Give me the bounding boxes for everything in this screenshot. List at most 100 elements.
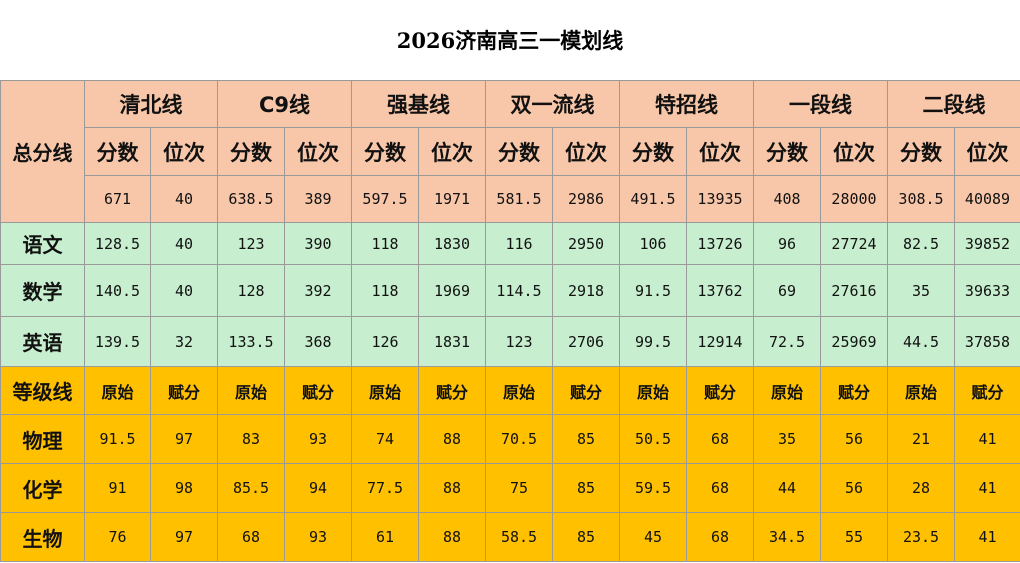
raw-header: 原始 [619,366,687,415]
rank-header: 位次 [820,127,888,176]
subject-cell: 72.5 [753,316,821,367]
level-subject-label: 化学 [0,463,85,513]
level-cell: 85 [552,414,620,464]
subject-cell: 128 [217,264,285,317]
subject-cell: 13762 [686,264,754,317]
sub-header-row: 分数 位次 分数 位次 分数 位次 分数 位次 分数 位次 分数 位次 分数 位次 [1,127,1020,176]
subject-cell: 126 [351,316,419,367]
rank-header: 位次 [954,127,1020,176]
subject-cell: 123 [485,316,553,367]
assigned-header: 赋分 [284,366,352,415]
subject-cell: 1969 [418,264,486,317]
subject-row: 语文 128.5 40 123 390 118 1830 116 2950 106 13726 96 2… [0,222,1020,265]
score-header: 分数 [351,127,419,176]
subject-cell: 140.5 [84,264,151,317]
score-header: 分数 [84,127,151,176]
subject-cell: 1831 [418,316,486,367]
level-cell: 91 [84,463,151,513]
level-row: 化学 91 98 85.5 94 77.5 88 75 85 59.5 68 44 56 28 41 [0,463,1020,513]
level-label: 等级线 [0,366,85,415]
level-cell: 56 [820,463,888,513]
level-cell: 23.5 [887,512,955,562]
level-cell: 59.5 [619,463,687,513]
assigned-header: 赋分 [954,366,1020,415]
subject-cell: 2918 [552,264,620,317]
subject-cell: 37858 [954,316,1020,367]
level-cell: 88 [418,512,486,562]
level-cell: 88 [418,463,486,513]
score-header: 分数 [753,127,821,176]
level-cell: 93 [284,414,352,464]
rank-header: 位次 [284,127,352,176]
level-cell: 75 [485,463,553,513]
group-header: C9线 [217,80,352,128]
score-header: 分数 [485,127,553,176]
group-header: 二段线 [887,80,1020,128]
level-cell: 45 [619,512,687,562]
group-header: 一段线 [753,80,888,128]
subject-cell: 69 [753,264,821,317]
subject-cell: 1830 [418,222,486,265]
subject-cell: 133.5 [217,316,285,367]
level-row: 生物 76 97 68 93 61 88 58.5 85 45 68 34.5 55 23.5 41 [0,512,1020,562]
total-row: 671 40 638.5 389 597.5 1971 581.5 2986 491.5 1393… [1,175,1020,223]
group-header: 特招线 [619,80,754,128]
total-cell: 638.5 [217,175,285,223]
level-cell: 68 [686,414,754,464]
subject-label: 语文 [0,222,85,265]
subject-cell: 106 [619,222,687,265]
page-title: 2026济南高三一模划线 [0,0,1020,81]
assigned-header: 赋分 [150,366,218,415]
total-cell: 40 [150,175,218,223]
subject-cell: 40 [150,222,218,265]
subject-cell: 118 [351,264,419,317]
level-cell: 41 [954,463,1020,513]
assigned-header: 赋分 [820,366,888,415]
subject-cell: 123 [217,222,285,265]
group-header-row: 总分线 清北线 C9线 强基线 双一流线 特招线 一段线 二段线 [0,80,1020,223]
subject-cell: 39852 [954,222,1020,265]
level-cell: 97 [150,414,218,464]
total-cell: 597.5 [351,175,419,223]
level-cell: 70.5 [485,414,553,464]
total-cell: 1971 [418,175,486,223]
level-cell: 88 [418,414,486,464]
raw-header: 原始 [217,366,285,415]
subject-cell: 32 [150,316,218,367]
total-cell: 13935 [686,175,754,223]
score-header: 分数 [217,127,285,176]
level-cell: 61 [351,512,419,562]
level-cell: 34.5 [753,512,821,562]
subject-cell: 27616 [820,264,888,317]
subject-cell: 368 [284,316,352,367]
level-cell: 55 [820,512,888,562]
total-cell: 581.5 [485,175,553,223]
total-cell: 408 [753,175,821,223]
score-header: 分数 [887,127,955,176]
total-cell: 28000 [820,175,888,223]
rank-header: 位次 [418,127,486,176]
subject-cell: 99.5 [619,316,687,367]
subject-cell: 2706 [552,316,620,367]
total-score-label: 总分线 [0,80,85,223]
total-cell: 389 [284,175,352,223]
level-cell: 68 [217,512,285,562]
subject-cell: 27724 [820,222,888,265]
level-cell: 83 [217,414,285,464]
level-cell: 85 [552,463,620,513]
subject-cell: 35 [887,264,955,317]
level-row: 物理 91.5 97 83 93 74 88 70.5 85 50.5 68 35 56 21 41 [0,414,1020,464]
subject-cell: 91.5 [619,264,687,317]
raw-header: 原始 [753,366,821,415]
subject-row: 数学 140.5 40 128 392 118 1969 114.5 2918 91.5 13762… [0,264,1020,317]
level-cell: 76 [84,512,151,562]
level-cell: 35 [753,414,821,464]
assigned-header: 赋分 [552,366,620,415]
level-cell: 68 [686,463,754,513]
group-header: 双一流线 [485,80,620,128]
subject-cell: 114.5 [485,264,553,317]
level-cell: 41 [954,414,1020,464]
level-cell: 41 [954,512,1020,562]
level-cell: 85.5 [217,463,285,513]
level-cell: 56 [820,414,888,464]
